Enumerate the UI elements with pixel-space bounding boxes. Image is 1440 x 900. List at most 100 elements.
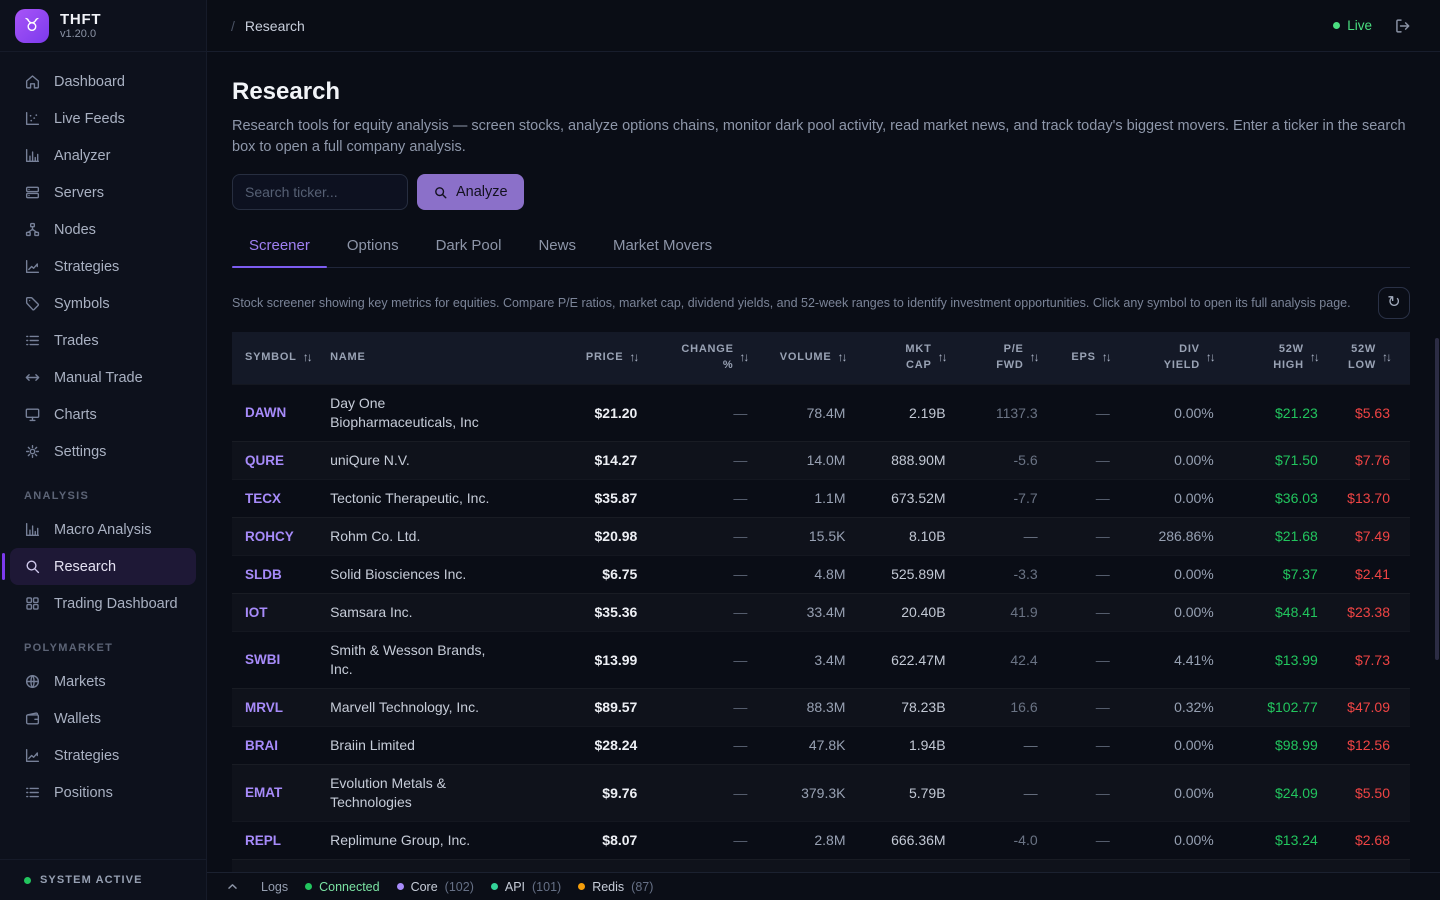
column-header-symbol[interactable]: SYMBOL ↑↓ [232,332,331,384]
tab-market-movers[interactable]: Market Movers [612,237,713,254]
column-header-52w-low[interactable]: 52W LOW ↑↓ [1317,332,1410,384]
cell-52w-low: $13.70 [1317,478,1410,517]
cell-52w-low: $7.76 [1317,440,1410,479]
screener-row[interactable]: IOT Samsara Inc. $35.36—33.4M 20.40B 41.9—0.… [232,592,1410,631]
app-name: THFT [60,10,102,28]
cell-price: $14.27 [525,440,638,479]
column-header-eps[interactable]: EPS ↑↓ [1037,332,1112,384]
sidebar-item-poly-strategies[interactable]: Strategies [10,737,196,774]
cell-change: — [637,725,748,764]
refresh-button[interactable]: ↻ [1378,287,1410,319]
sidebar-item-label: Nodes [54,221,96,238]
screener-row[interactable]: BRAI Braiin Limited $28.24—47.8K 1.94B — —0.0… [232,725,1410,764]
cell-symbol[interactable]: QURE [232,440,331,479]
column-header-change[interactable]: CHANGE % ↑↓ [637,332,749,384]
cell-eps: — [1037,592,1110,631]
research-page: Research Research tools for equity analy… [207,52,1440,872]
sidebar-item-nodes[interactable]: Nodes [10,211,196,248]
tab-screener[interactable]: Screener [232,237,327,268]
cell-symbol[interactable]: SWBI [232,630,331,688]
sidebar-item-servers[interactable]: Servers [10,174,196,211]
bull-icon: ♉ [23,15,41,35]
app-logo[interactable]: ♉ [15,8,49,43]
column-header-div-yield[interactable]: DIV YIELD ↑↓ [1109,332,1216,384]
cell-eps: — [1037,687,1110,726]
column-header-mkt-cap[interactable]: MKT CAP ↑↓ [845,332,948,384]
screener-row[interactable]: EMAT Evolution Metals & Technologies $9.76… [232,763,1410,821]
cell-52w-low: $5.50 [1317,763,1410,821]
cell-name: Marvell Technology, Inc. [330,687,526,726]
column-header-pe-fwd[interactable]: P/E FWD ↑↓ [945,332,1040,384]
sidebar-item-trades[interactable]: Trades [10,322,196,359]
cell-mkt-cap: 622.47M [845,630,946,688]
sidebar-item-label: Trading Dashboard [54,595,178,612]
cell-symbol[interactable]: DAWN [232,383,331,441]
main-area: / Research Live Research Research tools … [207,0,1440,900]
screener-row[interactable]: GLASFGlass House Brands Inc.$8.54—71.7K6… [232,858,1410,872]
screener-row[interactable]: REPL Replimune Group, Inc. $8.07—2.8M 666.3… [232,820,1410,859]
sidebar-item-wallets[interactable]: Wallets [10,700,196,737]
column-header-volume[interactable]: VOLUME ↑↓ [747,332,847,384]
cell-symbol[interactable]: GLASF [232,858,331,872]
sidebar-item-markets[interactable]: Markets [10,663,196,700]
screener-row[interactable]: MRVL Marvell Technology, Inc. $89.57—88.3M… [232,687,1410,726]
sidebar-item-research[interactable]: Research [2,548,196,585]
cell-name: Tectonic Therapeutic, Inc. [330,478,526,517]
sidebar-item-positions[interactable]: Positions [10,774,196,811]
sidebar-item-analyzer[interactable]: Analyzer [10,137,196,174]
tab-dark-pool[interactable]: Dark Pool [435,237,502,254]
sidebar-item-dashboard[interactable]: Dashboard [10,63,196,100]
cell-symbol[interactable]: BRAI [232,725,331,764]
cell-change: — [637,858,748,872]
sidebar-item-label: Dashboard [54,73,125,90]
breadcrumb-current[interactable]: Research [244,17,305,34]
column-header-price[interactable]: PRICE ↑↓ [525,332,639,384]
cell-symbol[interactable]: MRVL [232,687,331,726]
cell-symbol[interactable]: TECX [232,478,331,517]
cell-52w-high: $36.03 [1213,478,1318,517]
sidebar-item-label: Symbols [54,295,110,312]
tab-options[interactable]: Options [346,237,399,254]
analyze-button[interactable]: Analyze [417,174,524,210]
sidebar-item-trading-dashboard[interactable]: Trading Dashboard [10,585,196,622]
cell-volume: 71.7K [747,858,846,872]
redis-label: Redis [592,879,625,894]
cell-symbol[interactable]: REPL [232,820,331,859]
sidebar-item-live-feeds[interactable]: Live Feeds [10,100,196,137]
trend-chart-icon [24,258,41,275]
screener-row[interactable]: SLDB Solid Biosciences Inc. $6.75—4.8M 525.… [232,554,1410,593]
cell-mkt-cap: 1.94B [845,725,946,764]
list-icon [24,784,41,801]
cell-symbol[interactable]: SLDB [232,554,331,593]
ticker-search-input[interactable] [232,174,408,210]
sidebar-item-settings[interactable]: Settings [10,433,196,470]
system-status-dot [24,876,31,884]
cell-div-yield: 0.00% [1109,763,1214,821]
vertical-scrollbar[interactable] [1435,338,1439,660]
sidebar-item-symbols[interactable]: Symbols [10,285,196,322]
cell-symbol[interactable]: EMAT [232,763,331,821]
cell-volume: 1.1M [747,478,846,517]
cell-symbol[interactable]: ROHCY [232,516,331,555]
sidebar-item-strategies[interactable]: Strategies [10,248,196,285]
sidebar-item-manual-trade[interactable]: Manual Trade [10,359,196,396]
cell-symbol[interactable]: IOT [232,592,331,631]
cell-eps: — [1037,440,1110,479]
sidebar-item-charts[interactable]: Charts [10,396,196,433]
logout-button[interactable] [1394,17,1412,35]
tab-news[interactable]: News [538,237,576,254]
screener-row[interactable]: TECX Tectonic Therapeutic, Inc. $35.87—1.1… [232,478,1410,517]
logs-label[interactable]: Logs [261,879,289,894]
search-icon [24,558,41,575]
column-header-52w-high[interactable]: 52W HIGH ↑↓ [1213,332,1320,384]
screener-row[interactable]: SWBI Smith & Wesson Brands, Inc. $13.99—3.… [232,630,1410,688]
cell-volume: 33.4M [747,592,846,631]
grid-icon [24,595,41,612]
screener-row[interactable]: QURE uniQure N.V. $14.27—14.0M 888.90M -5.6—… [232,440,1410,479]
sidebar-item-macro-analysis[interactable]: Macro Analysis [10,511,196,548]
screener-row[interactable]: ROHCY Rohm Co. Ltd. $20.98—15.5K 8.10B — —286… [232,516,1410,555]
cell-pe-fwd: -50.2 [945,858,1038,872]
logs-expand-button[interactable] [225,879,240,894]
screener-row[interactable]: DAWN Day One Biopharmaceuticals, Inc $21.2… [232,383,1410,441]
sidebar-item-label: Research [54,558,117,575]
